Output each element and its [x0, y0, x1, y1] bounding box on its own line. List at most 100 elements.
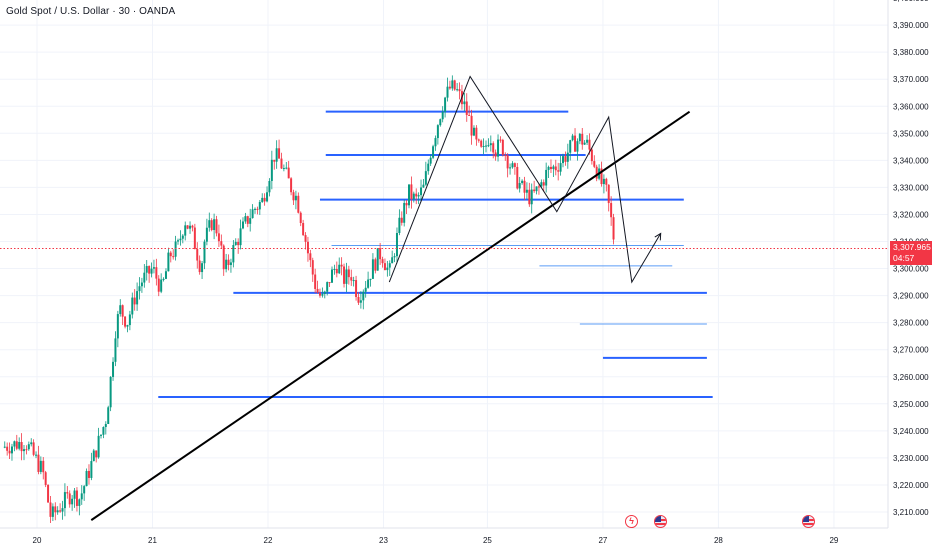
lightning-icon[interactable]: ϟ [625, 515, 638, 528]
candle-body [280, 158, 283, 169]
candle-body [85, 470, 88, 487]
candle-body [150, 268, 153, 274]
candle-body [306, 241, 309, 254]
candle-body [369, 278, 372, 280]
candle-body [586, 139, 589, 143]
candle-body [566, 152, 569, 162]
candle-body [177, 240, 180, 242]
horizontal-levels [158, 110, 713, 399]
projection-path [388, 75, 662, 284]
candle-body [47, 484, 50, 503]
candle-body [107, 407, 110, 425]
candle-body [367, 279, 370, 288]
time-tick-label: 28 [714, 536, 723, 545]
us-flag-icon[interactable] [654, 515, 667, 528]
candle-body [376, 248, 379, 271]
candle-body [126, 325, 129, 327]
candle-body [511, 163, 514, 168]
candle-body [350, 277, 353, 281]
candle-body [335, 268, 338, 274]
candle-body [436, 125, 439, 139]
candle-body [241, 221, 244, 229]
us-flag-icon[interactable] [802, 515, 815, 528]
candle-body [297, 195, 300, 213]
time-tick-label: 25 [483, 536, 492, 545]
candle-body [71, 498, 74, 505]
candle-body [164, 271, 167, 279]
candle-body [18, 441, 21, 449]
candle-body [270, 159, 273, 181]
candle-body [588, 139, 591, 150]
candle-body [256, 208, 259, 210]
candle-body [446, 86, 449, 98]
candle-body [359, 300, 362, 303]
candle-body [15, 441, 18, 449]
candle-body [174, 241, 177, 257]
candle-body [391, 257, 394, 264]
candle-body [131, 297, 134, 315]
candle-body [39, 460, 42, 472]
candle-body [427, 163, 430, 172]
candle-body [246, 216, 249, 224]
time-tick-label: 27 [598, 536, 607, 545]
candle-body [299, 212, 302, 223]
candle-body [227, 259, 230, 265]
price-tick-label: 3,390.000 [893, 21, 929, 30]
candle-body [451, 80, 454, 89]
candle-body [179, 238, 182, 241]
candle-body [35, 454, 38, 456]
price-tick-label: 3,230.000 [893, 454, 929, 463]
time-axis: 20 21 22 23 25 27 28 29 [33, 536, 839, 545]
price-tick-label: 3,300.000 [893, 265, 929, 274]
candle-body [97, 435, 100, 458]
candle-body [155, 267, 158, 279]
candle-body [201, 263, 204, 273]
candle-body [593, 161, 596, 167]
candle-body [266, 192, 269, 202]
candle-body [63, 492, 66, 509]
candle-body [610, 203, 613, 218]
candle-body [143, 272, 146, 283]
candle-body [605, 178, 608, 185]
candle-body [208, 220, 211, 228]
candle-body [193, 227, 196, 250]
candle-body [234, 241, 237, 246]
candle-body [480, 140, 483, 147]
candle-body [352, 280, 355, 282]
candle-body [540, 182, 543, 187]
time-tick-label: 23 [379, 536, 388, 545]
candle-body [535, 186, 538, 192]
candle-body [578, 133, 581, 142]
candle-body [169, 252, 172, 257]
candle-body [383, 263, 386, 271]
candle-body [400, 217, 403, 223]
candle-body [371, 259, 374, 279]
candle-body [362, 291, 365, 301]
candle-body [408, 184, 411, 206]
candle-body [251, 209, 254, 219]
candle-body [364, 287, 367, 292]
candle-body [497, 139, 500, 157]
candle-body [518, 183, 521, 189]
candle-body [237, 241, 240, 246]
candle-body [516, 166, 519, 189]
candle-body [509, 167, 512, 169]
candle-body [61, 508, 64, 512]
candle-body [547, 166, 550, 170]
candle-body [6, 446, 9, 451]
candle-body [239, 228, 242, 246]
candle-body [112, 361, 115, 377]
candle-body [501, 139, 504, 155]
candle-body [504, 154, 507, 156]
candle-body [470, 115, 473, 136]
candle-body [429, 157, 432, 164]
candle-body [109, 376, 112, 408]
candle-body [167, 252, 170, 272]
candle-body [278, 148, 281, 159]
candle-body [590, 149, 593, 162]
candle-body [217, 233, 220, 242]
candle-body [210, 220, 213, 231]
candle-body [477, 139, 480, 141]
candle-body [138, 286, 141, 292]
